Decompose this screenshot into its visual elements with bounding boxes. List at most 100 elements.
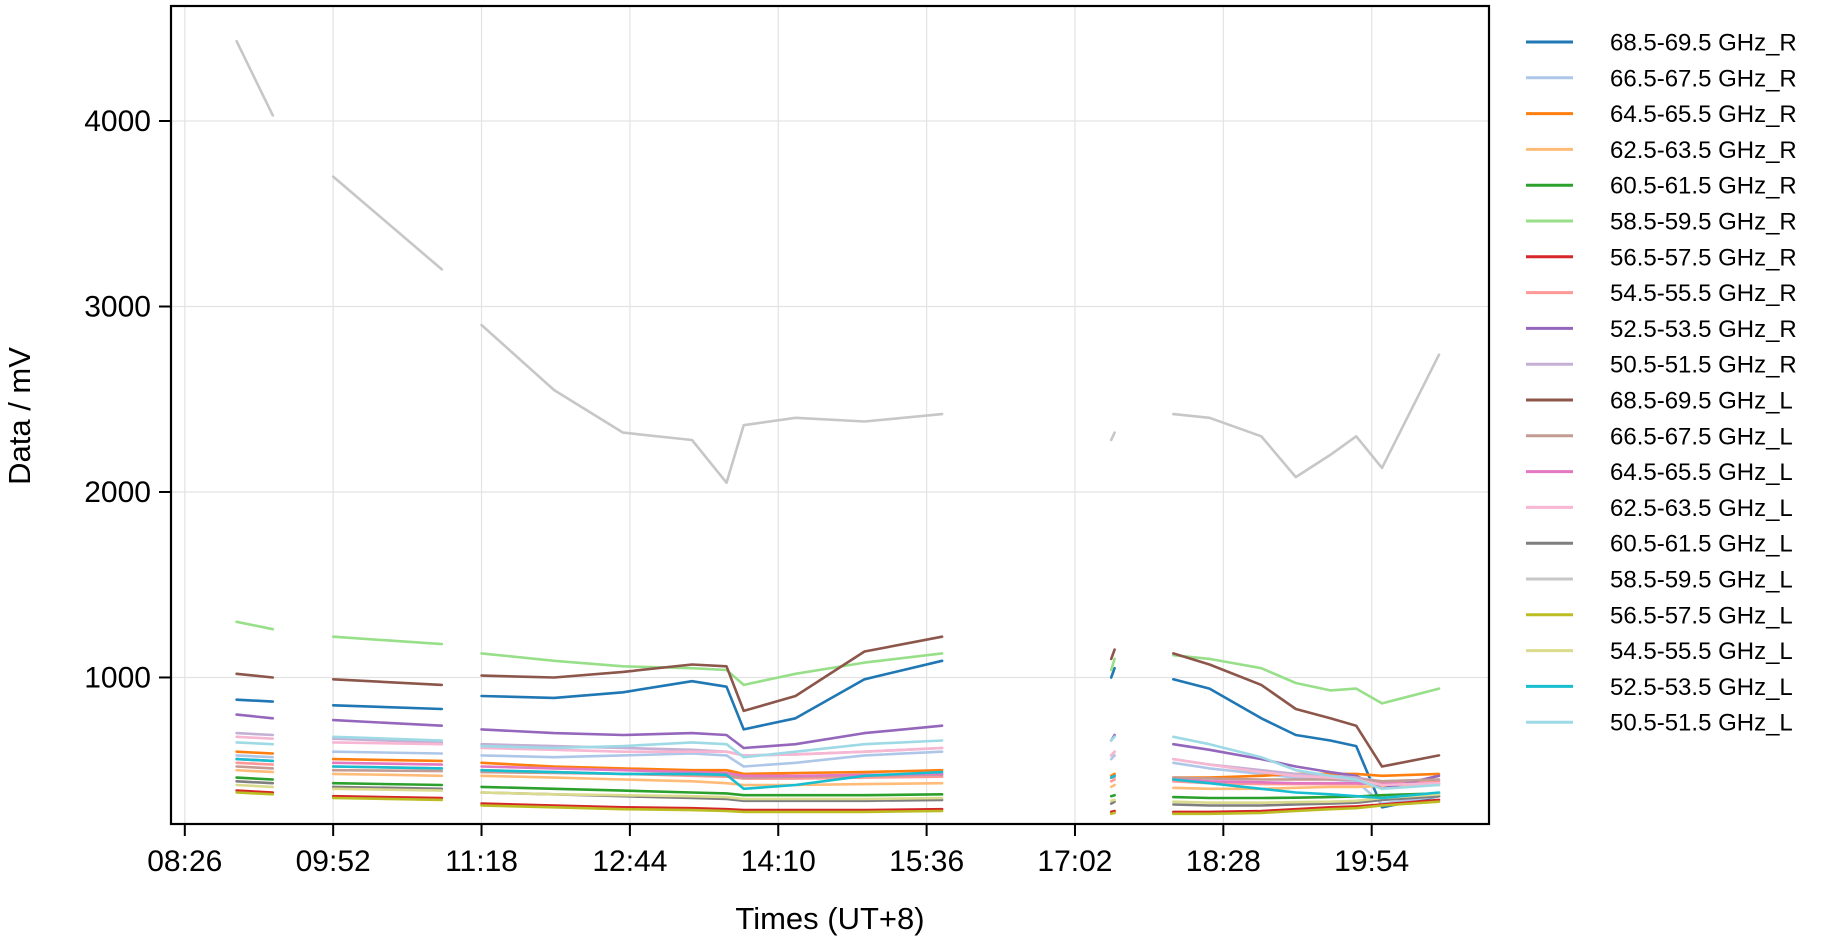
series-segment (235, 779, 275, 785)
series-segment (1109, 798, 1116, 803)
series-segment (331, 796, 444, 802)
series-segment (480, 746, 944, 757)
legend: 68.5-69.5 GHz_R 66.5-67.5 GHz_R 64.5-65.5 … (1526, 30, 1797, 737)
legend-item: 68.5-69.5 GHz_R (1526, 30, 1797, 57)
x-tick-label: 14:10 (741, 845, 816, 878)
legend-item: 52.5-53.5 GHz_R (1526, 316, 1797, 343)
legend-label: 50.5-51.5 GHz_L (1610, 710, 1793, 737)
series-segment (1109, 750, 1116, 757)
legend-label: 56.5-57.5 GHz_L (1610, 602, 1793, 629)
series-segment (1109, 657, 1116, 672)
series-segment (1172, 792, 1441, 800)
series-segment (235, 757, 275, 763)
series-segment (1109, 774, 1116, 779)
series-segment (331, 757, 444, 763)
legend-item: 56.5-57.5 GHz_R (1526, 244, 1797, 271)
y-tick-label: 3000 (84, 290, 151, 323)
legend-label: 54.5-55.5 GHz_R (1610, 280, 1797, 307)
series-segment (331, 768, 444, 773)
series-segment (235, 783, 275, 789)
y-axis-label: Data / mV (2, 347, 37, 485)
series-segment (331, 635, 444, 646)
series-segment (235, 776, 275, 781)
series-segment (235, 754, 275, 759)
series-segment (1172, 735, 1441, 791)
series-segment (1109, 735, 1116, 742)
series-segment (235, 765, 275, 770)
series-segment (235, 741, 275, 746)
series-segment (480, 774, 944, 787)
series-segment (235, 735, 275, 741)
x-tick-label: 18:28 (1186, 845, 1261, 878)
series-segment (1109, 778, 1116, 783)
legend-item: 68.5-69.5 GHz_L (1526, 388, 1793, 415)
series-segment (331, 175, 444, 271)
series-segment (235, 672, 275, 679)
legend-item: 52.5-53.5 GHz_L (1526, 674, 1793, 701)
series-segment (480, 724, 944, 750)
series-segment (1109, 648, 1116, 661)
legend-item: 64.5-65.5 GHz_L (1526, 459, 1793, 486)
legend-label: 52.5-53.5 GHz_L (1610, 674, 1793, 701)
series-segment (331, 772, 444, 778)
series-segment (1109, 811, 1116, 816)
series-segment (235, 731, 275, 737)
legend-item: 64.5-65.5 GHz_R (1526, 101, 1797, 128)
y-tick-label: 4000 (84, 105, 151, 138)
series-segment (331, 765, 444, 770)
series-line (235, 791, 1441, 816)
series-segment (480, 802, 944, 812)
legend-label: 56.5-57.5 GHz_R (1610, 244, 1797, 271)
series-segment (1109, 800, 1116, 805)
legend-label: 66.5-67.5 GHz_L (1610, 423, 1793, 450)
series-segment (331, 737, 444, 744)
series-segment (480, 804, 944, 814)
x-tick-label: 11:18 (445, 845, 518, 878)
x-tick-label: 08:26 (147, 845, 222, 878)
series-line (235, 735, 1441, 791)
series-segment (235, 750, 275, 755)
x-tick-label: 12:44 (592, 845, 667, 878)
series-segment (1109, 754, 1116, 761)
legend-label: 60.5-61.5 GHz_R (1610, 173, 1797, 200)
series-segment (331, 677, 444, 687)
legend-label: 68.5-69.5 GHz_L (1610, 388, 1793, 415)
series-segment (480, 791, 944, 801)
series-segment (235, 791, 275, 796)
grid (171, 6, 1489, 824)
series-segment (331, 781, 444, 787)
series-line (235, 757, 1441, 800)
legend-label: 54.5-55.5 GHz_L (1610, 638, 1793, 665)
series-segment (235, 789, 275, 794)
series-segment (235, 698, 275, 703)
legend-item: 66.5-67.5 GHz_R (1526, 65, 1797, 92)
y-tick-label: 1000 (84, 661, 151, 694)
legend-label: 64.5-65.5 GHz_L (1610, 459, 1793, 486)
legend-item: 58.5-59.5 GHz_R (1526, 209, 1797, 236)
series-segment (480, 750, 944, 768)
series-segment (235, 768, 275, 774)
series-segment (235, 713, 275, 720)
series-segment (480, 635, 944, 713)
series-segment (1109, 793, 1116, 798)
x-axis: 08:26 09:52 11:18 12:44 14:10 15:36 17:02 18:28… (147, 824, 1409, 878)
legend-label: 58.5-59.5 GHz_R (1610, 209, 1797, 236)
series-segment (480, 659, 944, 731)
legend-item: 54.5-55.5 GHz_R (1526, 280, 1797, 307)
series-segment (331, 741, 444, 746)
legend-label: 62.5-63.5 GHz_R (1610, 137, 1797, 164)
legend-label: 64.5-65.5 GHz_R (1610, 101, 1797, 128)
series-line (235, 635, 1441, 768)
legend-label: 66.5-67.5 GHz_R (1610, 65, 1797, 92)
legend-label: 62.5-63.5 GHz_L (1610, 495, 1793, 522)
series-segment (331, 718, 444, 728)
x-tick-label: 17:02 (1037, 845, 1112, 878)
series-line (235, 620, 1441, 705)
series-segment (235, 761, 275, 766)
legend-item: 66.5-67.5 GHz_L (1526, 423, 1793, 450)
series-segment (235, 620, 275, 631)
series-segment (480, 765, 944, 778)
series-segment (1172, 757, 1441, 787)
series-segment (1109, 772, 1116, 778)
